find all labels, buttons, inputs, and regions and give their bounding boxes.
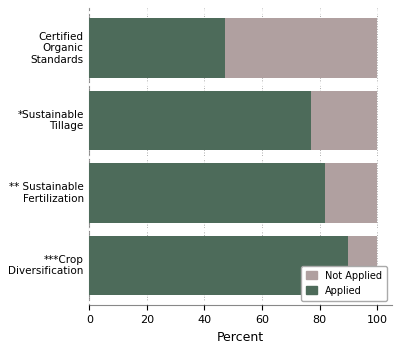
Legend: Not Applied, Applied: Not Applied, Applied [301, 266, 387, 301]
Bar [89, 91, 311, 150]
X-axis label: Percent: Percent [217, 331, 264, 344]
Bar [89, 18, 225, 78]
Bar [326, 163, 377, 223]
Bar [348, 236, 377, 295]
Bar [89, 236, 348, 295]
Bar [89, 163, 326, 223]
Bar [225, 18, 377, 78]
Bar [311, 91, 377, 150]
